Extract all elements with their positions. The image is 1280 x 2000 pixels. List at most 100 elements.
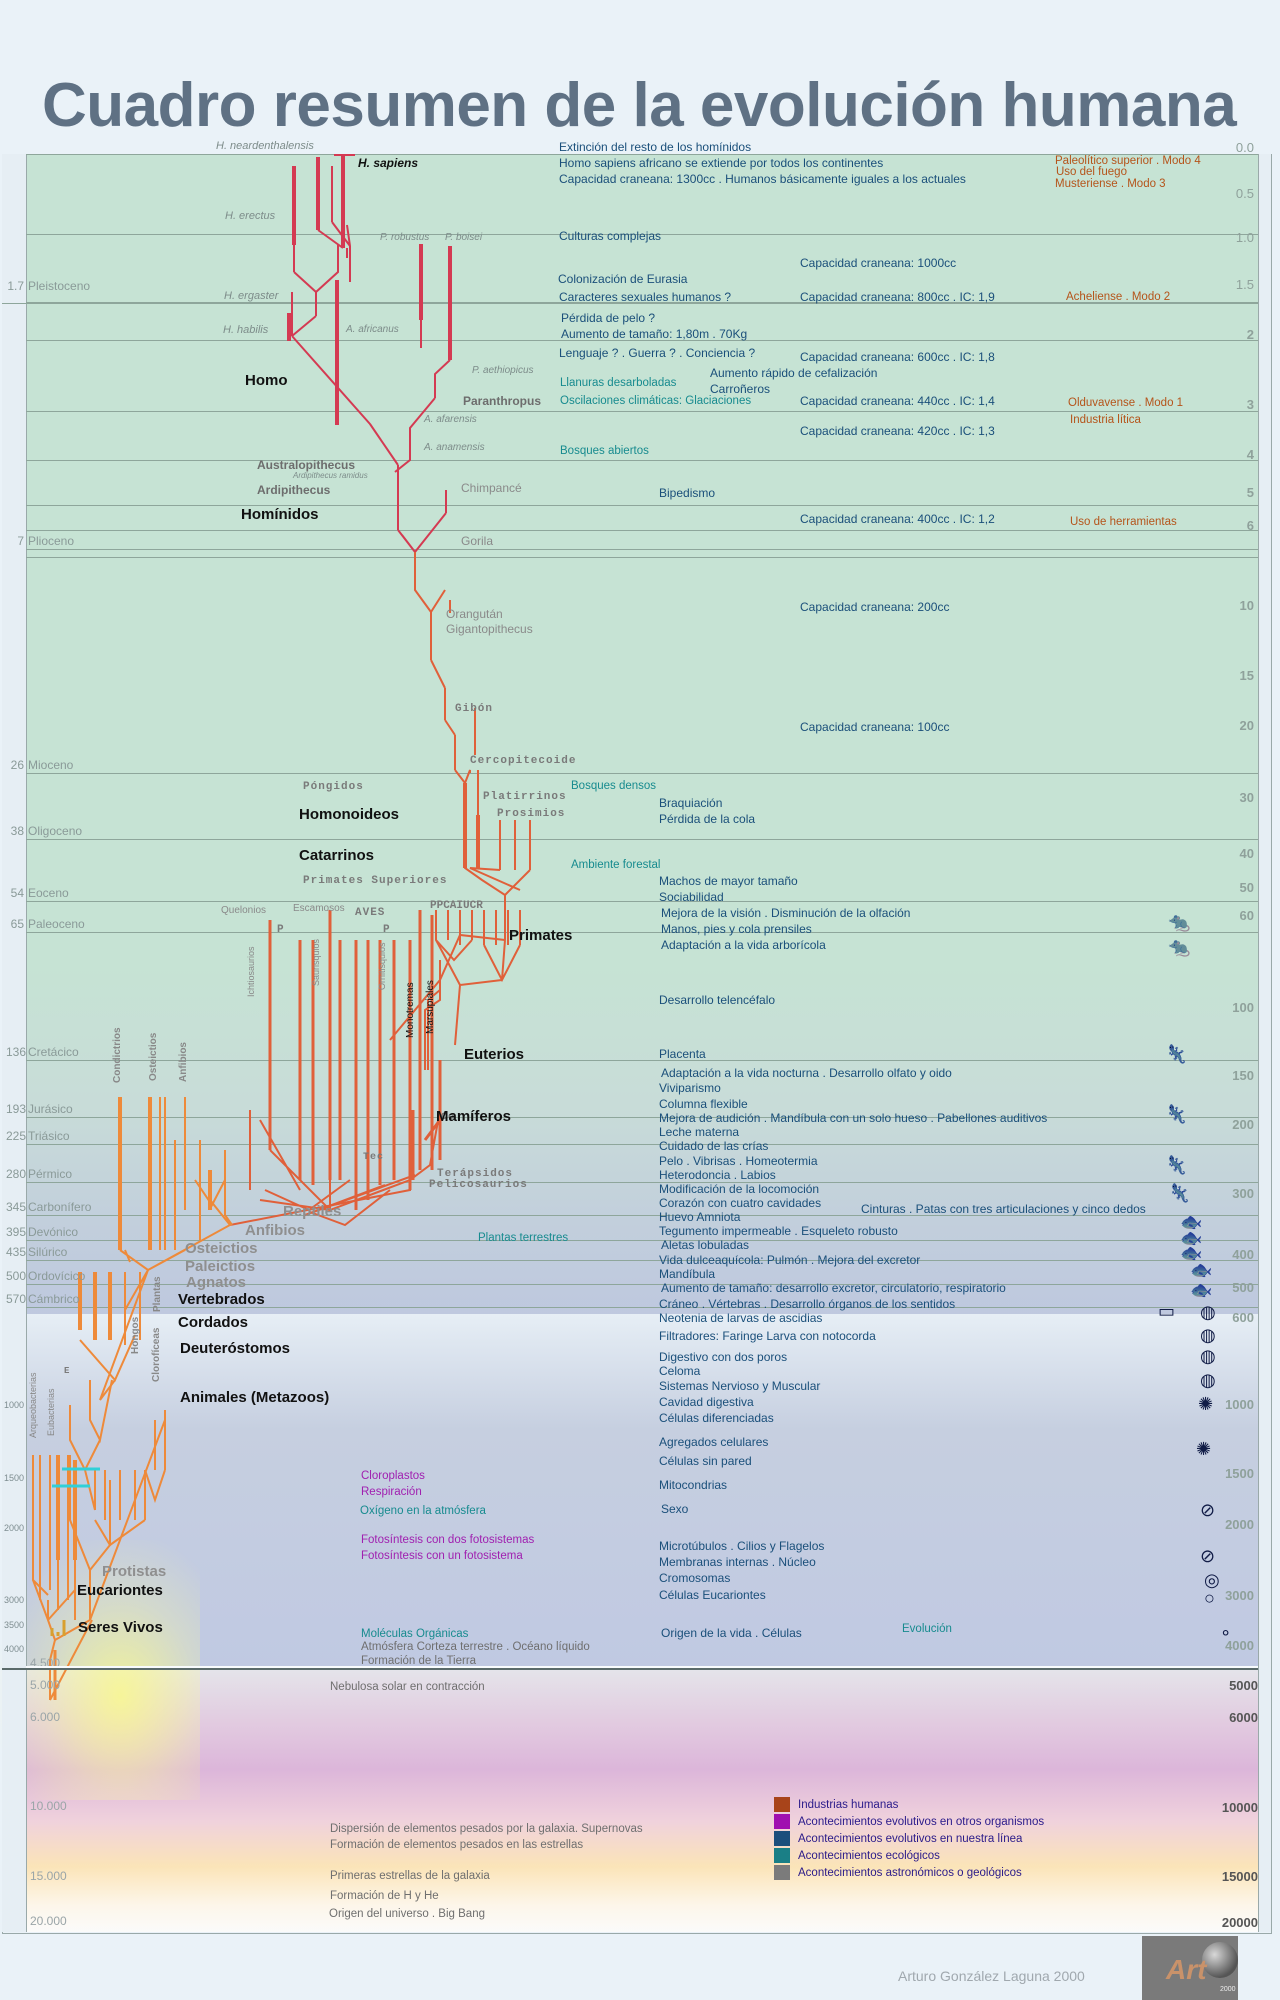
event-our-line: Modificación de la locomoción	[659, 1182, 820, 1196]
event-cranial-capacity: Capacidad craneana: 600cc . IC: 1,8	[800, 350, 995, 364]
label-saurisquios: Saurisquios	[311, 938, 321, 986]
event-cranial-capacity: Capacidad craneana: 420cc . IC: 1,3	[800, 424, 995, 438]
right-scale-tick: 200	[1232, 1117, 1254, 1132]
event-our-line: Culturas complejas	[559, 229, 662, 243]
epoch-label: 26 Mioceno	[6, 758, 74, 772]
epoch-name: Carbonífero	[28, 1200, 92, 1214]
label-chimpance: Chimpancé	[461, 481, 522, 495]
event-our-line: Placenta	[659, 1047, 706, 1061]
epoch-label: 136 Cretácico	[6, 1045, 79, 1059]
epoch-line	[26, 1215, 1258, 1216]
right-scale-tick: 500	[1232, 1280, 1254, 1295]
big-scale-tick: 6.000	[30, 1710, 61, 1724]
label-ramidus: Ardipithecus ramidus	[293, 471, 368, 480]
left-scale-tick: 1500	[4, 1473, 25, 1483]
epoch-age: 54	[10, 886, 24, 900]
epoch-label: 395 Devónico	[6, 1225, 78, 1239]
epoch-line	[26, 505, 1258, 506]
group-animales: Animales (Metazoos)	[180, 1389, 330, 1406]
event-our-line: Cromosomas	[659, 1571, 731, 1585]
group-mamiferos: Mamíferos	[436, 1108, 512, 1125]
event-our-line: Caracteres sexuales humanos ?	[559, 290, 732, 304]
epoch-age: 280	[6, 1167, 27, 1181]
group-ardipithecus: Ardipithecus	[257, 483, 331, 497]
fish-icon: 🐟	[1180, 1243, 1203, 1263]
epoch-age: 345	[6, 1200, 27, 1214]
group-vertebrados: Vertebrados	[178, 1291, 265, 1308]
epoch-label: 38 Oligoceno	[6, 824, 82, 838]
author-logo: Art 2000	[1142, 1936, 1238, 2000]
right-scale-tick: 5	[1246, 485, 1254, 500]
event-our-line: Carroñeros	[710, 382, 771, 396]
right-scale-tick: 4000	[1225, 1638, 1254, 1653]
left-scale-tick: 3500	[4, 1620, 25, 1630]
lobefin-fish-icon: 🐟	[1180, 1228, 1203, 1248]
epoch-label: 225 Triásico	[6, 1129, 70, 1143]
precambrian-band	[26, 1300, 1258, 1670]
gastrula-icon: ◍	[1200, 1346, 1216, 1366]
event-astronomical: Primeras estrellas de la galaxia	[330, 1870, 490, 1882]
epoch-label: 54 Eoceno	[6, 886, 69, 900]
right-scale-tick-cosmic: 5000	[1229, 1678, 1258, 1693]
event-our-line: Aletas lobuladas	[661, 1238, 750, 1252]
event-our-line: Aumento rápido de cefalización	[710, 366, 878, 380]
label-ornitisquios: Ornitisquios	[377, 942, 387, 990]
therapsid-icon: 🦎	[1165, 1155, 1188, 1175]
label-p1: P	[277, 924, 285, 936]
epoch-line	[26, 1117, 1258, 1118]
label-prosimios: Prosimios	[497, 808, 566, 820]
label-p2: P	[383, 924, 391, 936]
label-boisei: P. boisei	[445, 232, 483, 243]
event-astronomical: Atmósfera Corteza terrestre . Océano líq…	[361, 1641, 590, 1653]
group-homo: Homo	[245, 372, 288, 389]
event-cranial-capacity: Capacidad craneana: 800cc . IC: 1,9	[800, 290, 995, 304]
event-astronomical: Nebulosa solar en contracción	[330, 1681, 485, 1693]
event-our-line: Microtúbulos . Cilios y Flagelos	[659, 1539, 825, 1553]
label-cercopitecoide: Cercopitecoide	[470, 755, 577, 767]
epoch-line	[26, 460, 1258, 461]
epoch-line	[26, 1144, 1258, 1145]
event-our-line: Células sin pared	[659, 1454, 752, 1468]
label-africanus: A. africanus	[346, 324, 399, 335]
right-scale-tick: 15	[1239, 668, 1254, 683]
event-ecological: Llanuras desarboladas	[560, 377, 677, 389]
group-paranthropus: Paranthropus	[463, 394, 542, 408]
epoch-line	[26, 1260, 1258, 1261]
right-time-scale	[1258, 154, 1271, 1932]
larva-icon: ◍	[1200, 1325, 1216, 1345]
event-our-line: Pelo . Vibrisas . Homeotermia	[659, 1154, 818, 1168]
event-astronomical: Formación de elementos pesados en las es…	[330, 1839, 584, 1851]
event-our-line: Mitocondrias	[659, 1478, 728, 1492]
epoch-label: 1.7 Pleistoceno	[6, 279, 90, 293]
larva-icon: ◍	[1200, 1302, 1216, 1322]
event-our-line: Vida dulceaquícola: Pulmón . Mejora del …	[659, 1253, 921, 1267]
epoch-age: 570	[6, 1292, 27, 1306]
epoch-line	[26, 302, 1258, 303]
earth-formation-divider	[2, 1668, 1258, 1670]
right-scale-tick: 1500	[1225, 1466, 1254, 1481]
label-aves: AVES	[355, 907, 386, 919]
label-anfibios-vertical: Anfibios	[178, 1042, 189, 1082]
epoch-label: 570 Cámbrico	[6, 1292, 79, 1306]
endosymbiosis-arrows	[52, 1467, 100, 1488]
label-erectus: H. erectus	[225, 210, 276, 222]
label-platirrinos: Platirrinos	[483, 791, 567, 803]
event-cranial-capacity: Capacidad craneana: 1000cc	[800, 256, 957, 270]
label-arqueobacterias: Arqueobacterias	[28, 1372, 38, 1438]
label-afarensis: A. afarensis	[424, 414, 477, 425]
epoch-age: 500	[6, 1269, 27, 1283]
label-neanderthalensis: H. neardenthalensis	[216, 140, 314, 152]
right-scale-tick: 600	[1232, 1310, 1254, 1325]
legend-swatch	[774, 1814, 790, 1829]
group-anfibios: Anfibios	[245, 1222, 305, 1239]
event-astronomical: Formación de la Tierra	[361, 1655, 477, 1667]
event-cranial-capacity: Capacidad craneana: 440cc . IC: 1,4	[800, 394, 995, 408]
logo-text: Art	[1166, 1954, 1207, 1985]
event-our-line: Cuidado de las crías	[659, 1139, 769, 1153]
big-scale-tick: 15.000	[30, 1869, 67, 1883]
legend-swatch	[774, 1865, 790, 1880]
label-aethiopicus: P. aethiopicus	[472, 365, 534, 376]
event-our-line: Homo sapiens africano se extiende por to…	[559, 156, 884, 170]
epoch-line	[26, 1240, 1258, 1241]
group-cordados: Cordados	[178, 1314, 249, 1331]
